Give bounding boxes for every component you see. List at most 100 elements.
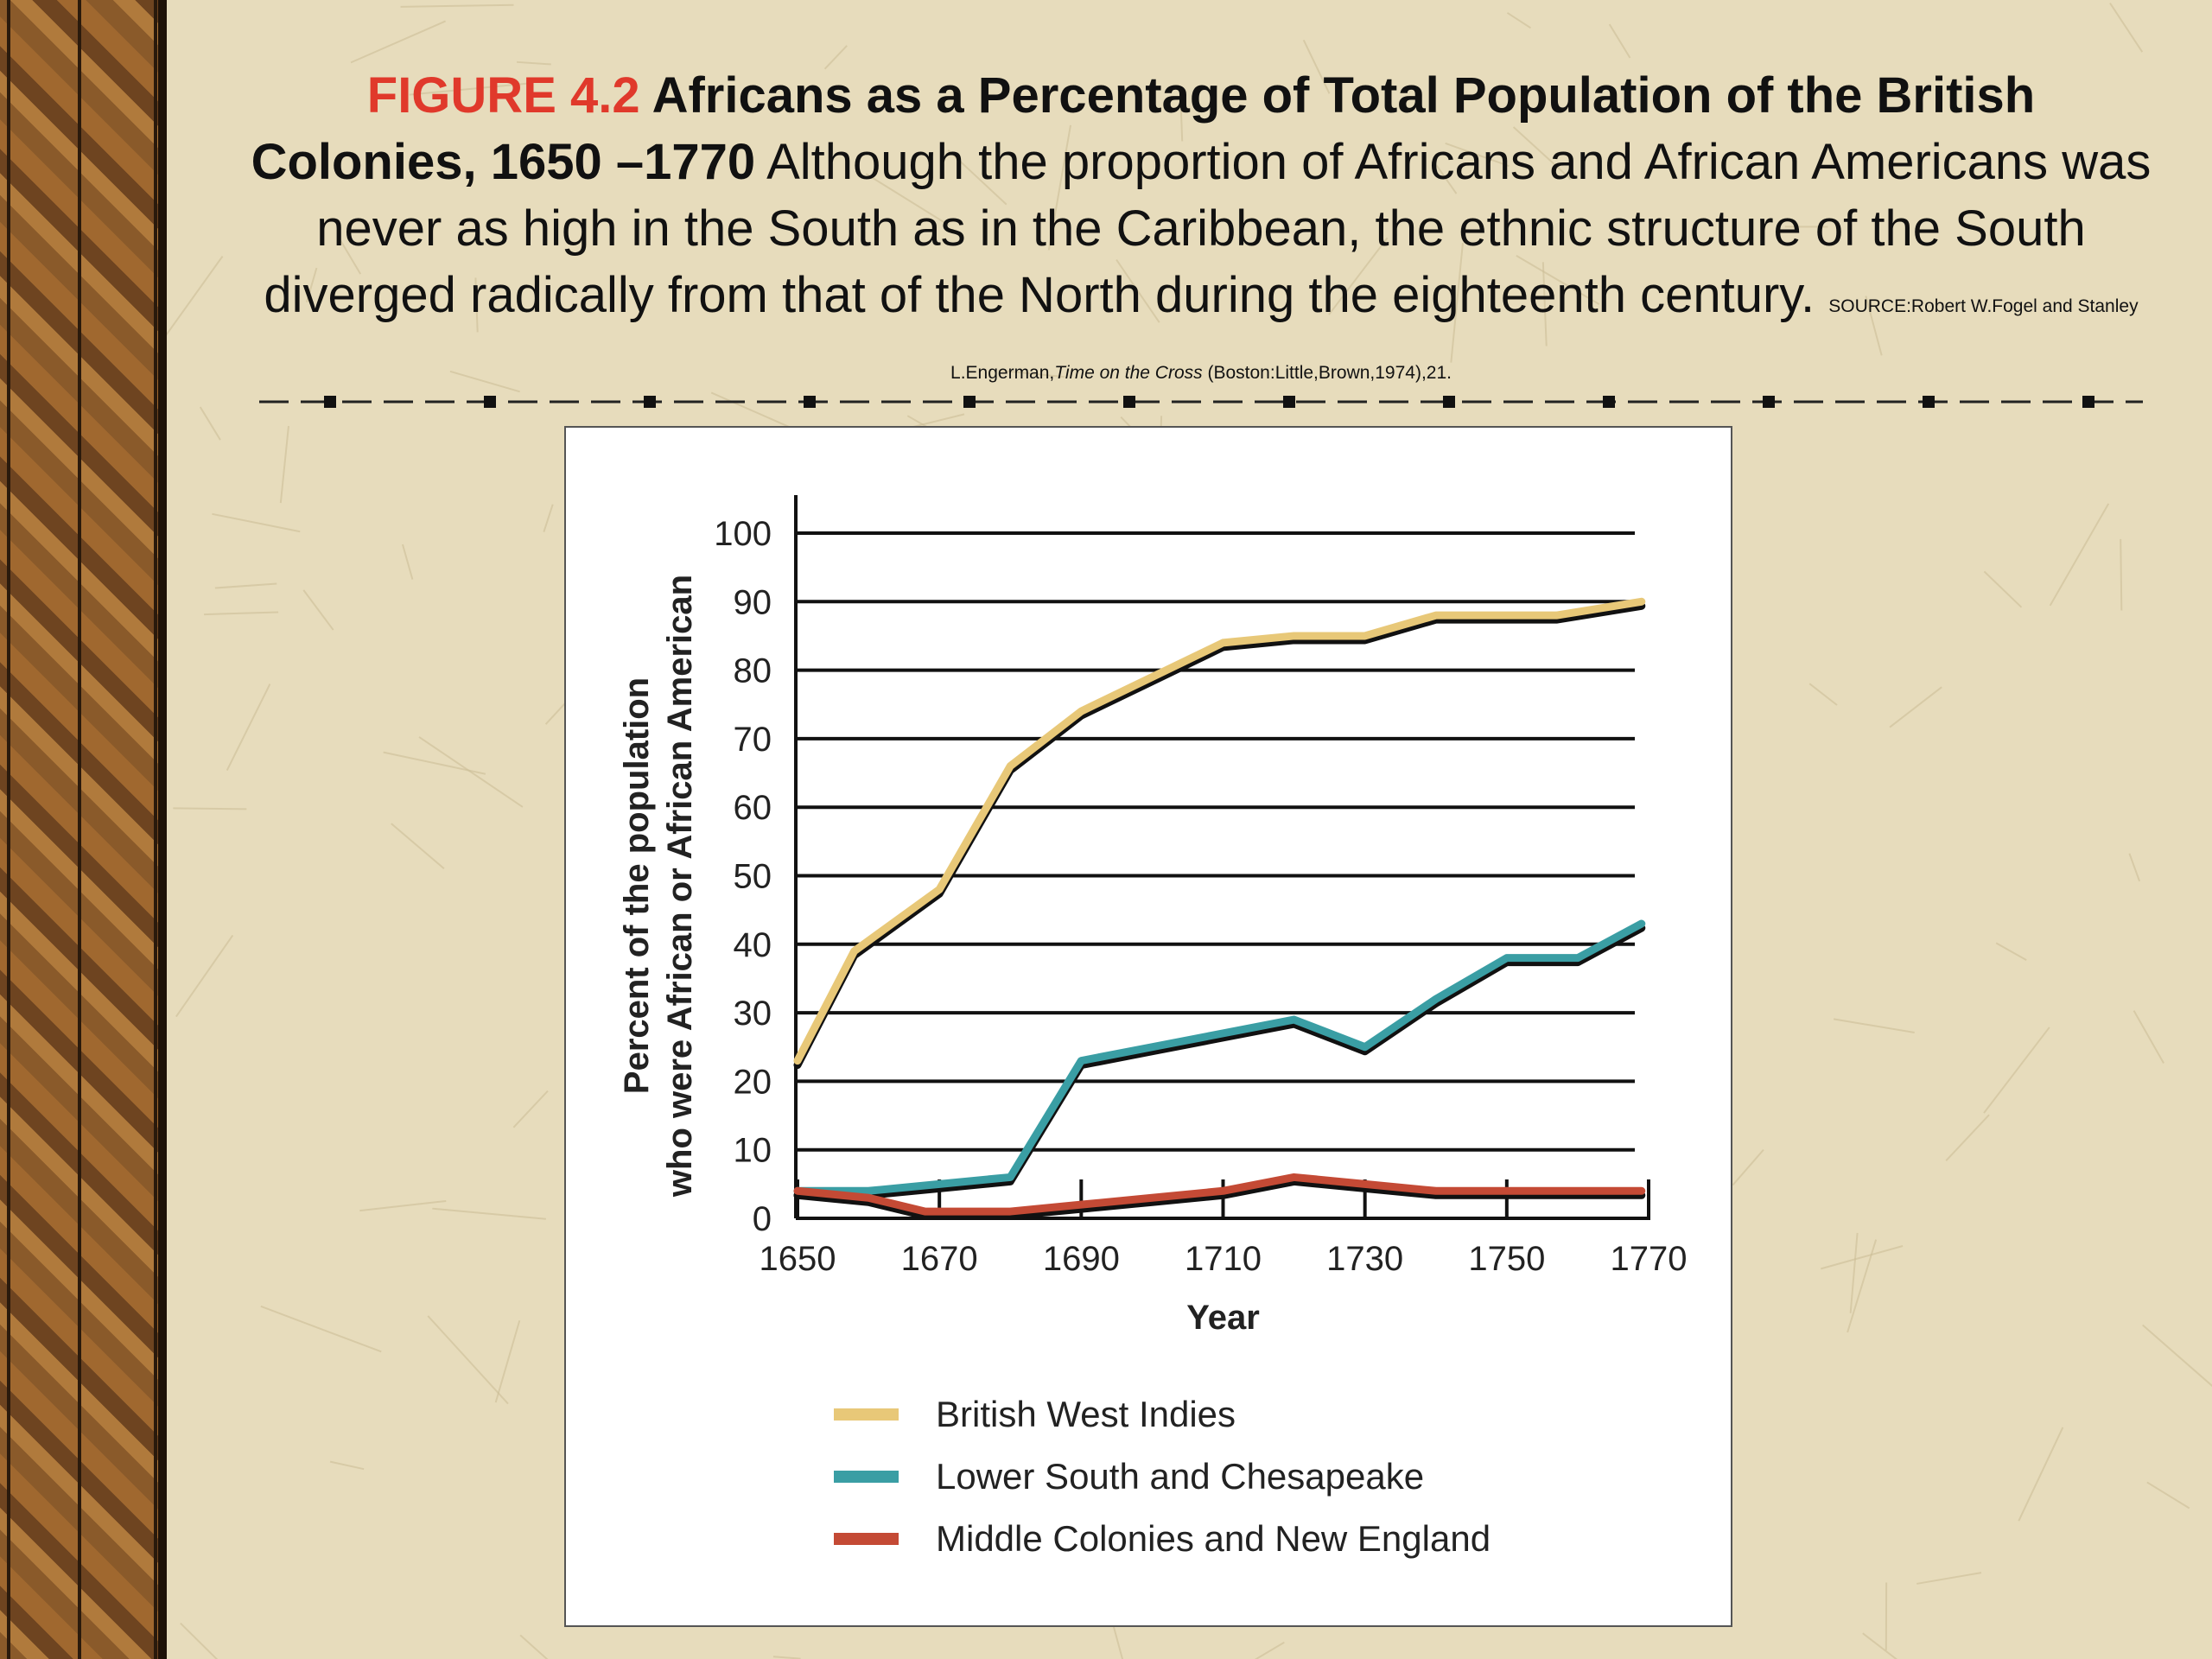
- paper-fiber: [226, 683, 271, 772]
- paper-fiber: [1916, 1572, 1982, 1585]
- figure-text: Although the proportion of Africans and …: [264, 134, 2152, 323]
- paper-fiber: [302, 589, 334, 631]
- y-axis-title: Percent of the population who were Africa…: [618, 575, 699, 1198]
- paper-fiber: [823, 45, 848, 70]
- paper-fiber: [1516, 255, 1600, 305]
- x-tick-label-1670: 1670: [901, 1240, 978, 1278]
- figure-source: SOURCE:Robert W.Fogel and Stanley L.Enge…: [950, 296, 2139, 383]
- paper-fiber: [947, 149, 1007, 206]
- paper-fiber: [1862, 1632, 1898, 1659]
- paper-fiber: [1945, 1114, 1990, 1162]
- paper-fiber: [432, 1207, 546, 1220]
- paper-fiber: [772, 1656, 801, 1659]
- divider-square: [1283, 396, 1295, 408]
- paper-fiber: [212, 512, 301, 533]
- paper-fiber: [1179, 86, 1184, 142]
- paper-fiber: [391, 823, 445, 870]
- chart-card: 0 10 20 30 40 50 60 70 80 90 100 1650 1670 1690 1710 17…: [564, 426, 1732, 1627]
- y-axis-title-line-1: Percent of the population: [618, 677, 656, 1094]
- x-tick-label-1690: 1690: [1043, 1240, 1120, 1278]
- paper-fiber: [1983, 570, 2023, 608]
- y-tick-label-50: 50: [734, 858, 772, 896]
- paper-fiber: [907, 413, 965, 429]
- paper-fiber: [1328, 237, 1389, 315]
- decorative-side-strip: [0, 0, 167, 1659]
- paper-fiber: [350, 20, 446, 64]
- y-tick-label-30: 30: [734, 995, 772, 1033]
- divider-square: [644, 396, 656, 408]
- paper-fiber: [512, 1090, 549, 1128]
- paper-fiber: [173, 807, 247, 810]
- y-tick-label-0: 0: [753, 1200, 772, 1238]
- series-line-british-west-indies: [793, 597, 1646, 1065]
- paper-fiber: [2146, 1481, 2190, 1510]
- paper-fiber: [1541, 262, 1548, 346]
- y-tick-label-70: 70: [734, 721, 772, 759]
- figure-caption: FIGURE 4.2 Africans as a Percentage of T…: [251, 62, 2152, 395]
- paper-fiber: [494, 1319, 521, 1403]
- paper-fiber: [409, 82, 532, 96]
- divider-square: [804, 396, 816, 408]
- paper-fiber: [1808, 683, 1838, 706]
- y-tick-label-100: 100: [714, 515, 772, 553]
- dashed-divider: [259, 396, 2143, 408]
- paper-fiber: [175, 934, 234, 1018]
- x-tick-label-1650: 1650: [760, 1240, 836, 1278]
- divider-square: [484, 396, 496, 408]
- paper-fiber: [180, 1622, 219, 1659]
- divider-square: [1923, 396, 1935, 408]
- paper-fiber: [260, 1305, 382, 1353]
- figure-title: Africans as a Percentage of Total Popula…: [251, 67, 2036, 190]
- divider-square: [324, 396, 336, 408]
- paper-fiber: [359, 1199, 447, 1212]
- figure-label: FIGURE 4.2: [366, 67, 640, 124]
- line-chart: 0 10 20 30 40 50 60 70 80 90 100 1650 1670 1690 1710 17…: [618, 495, 1687, 1559]
- y-tick-label-60: 60: [734, 789, 772, 827]
- paper-fiber: [474, 277, 479, 333]
- paper-fiber: [199, 406, 221, 441]
- paper-fiber: [1732, 1148, 1764, 1186]
- paper-fiber: [1889, 686, 1942, 728]
- paper-fiber: [543, 504, 554, 532]
- paper-fiber: [400, 3, 514, 8]
- paper-fiber: [329, 1460, 365, 1471]
- paper-fiber: [214, 582, 277, 589]
- series-line-middle-colonies-and-new-england: [793, 1173, 1646, 1216]
- paper-fiber: [517, 60, 551, 66]
- x-tick-label-1750: 1750: [1468, 1240, 1545, 1278]
- x-tick-label-1730: 1730: [1326, 1240, 1403, 1278]
- paper-fiber: [449, 370, 520, 393]
- paper-fiber: [1254, 1641, 1285, 1659]
- legend-label-2: Lower South and Chesapeake: [936, 1456, 1424, 1497]
- y-tick-label-20: 20: [734, 1063, 772, 1101]
- y-tick-label-80: 80: [734, 652, 772, 690]
- paper-fiber: [1512, 126, 1572, 181]
- paper-fiber: [401, 543, 414, 580]
- paper-fiber: [1821, 1245, 1904, 1270]
- paper-fiber: [1983, 1027, 2050, 1114]
- paper-fiber: [279, 425, 289, 504]
- paper-fiber: [1435, 164, 1458, 194]
- paper-fiber: [1833, 1018, 1915, 1033]
- divider-square: [1763, 396, 1775, 408]
- y-axis-title-line-2: who were African or African American: [661, 575, 699, 1198]
- paper-fiber: [383, 751, 486, 775]
- paper-fiber: [427, 1315, 509, 1405]
- paper-fiber: [2018, 1427, 2064, 1522]
- x-tick-label-1710: 1710: [1185, 1240, 1262, 1278]
- paper-fiber: [1116, 259, 1160, 323]
- paper-fiber: [163, 255, 224, 338]
- paper-fiber: [998, 369, 1065, 378]
- series-2-shadow: [793, 924, 1646, 1199]
- paper-fiber: [1450, 242, 1464, 363]
- paper-fiber: [2049, 503, 2110, 607]
- paper-fiber: [1847, 1239, 1878, 1333]
- paper-fiber: [2133, 1010, 2164, 1065]
- y-tick-label-10: 10: [734, 1132, 772, 1170]
- paper-fiber: [1995, 942, 2027, 961]
- divider-square: [1603, 396, 1615, 408]
- divider-square: [963, 396, 976, 408]
- paper-fiber: [2120, 538, 2123, 611]
- paper-fiber: [1865, 296, 1883, 356]
- paper-fiber: [2128, 853, 2141, 882]
